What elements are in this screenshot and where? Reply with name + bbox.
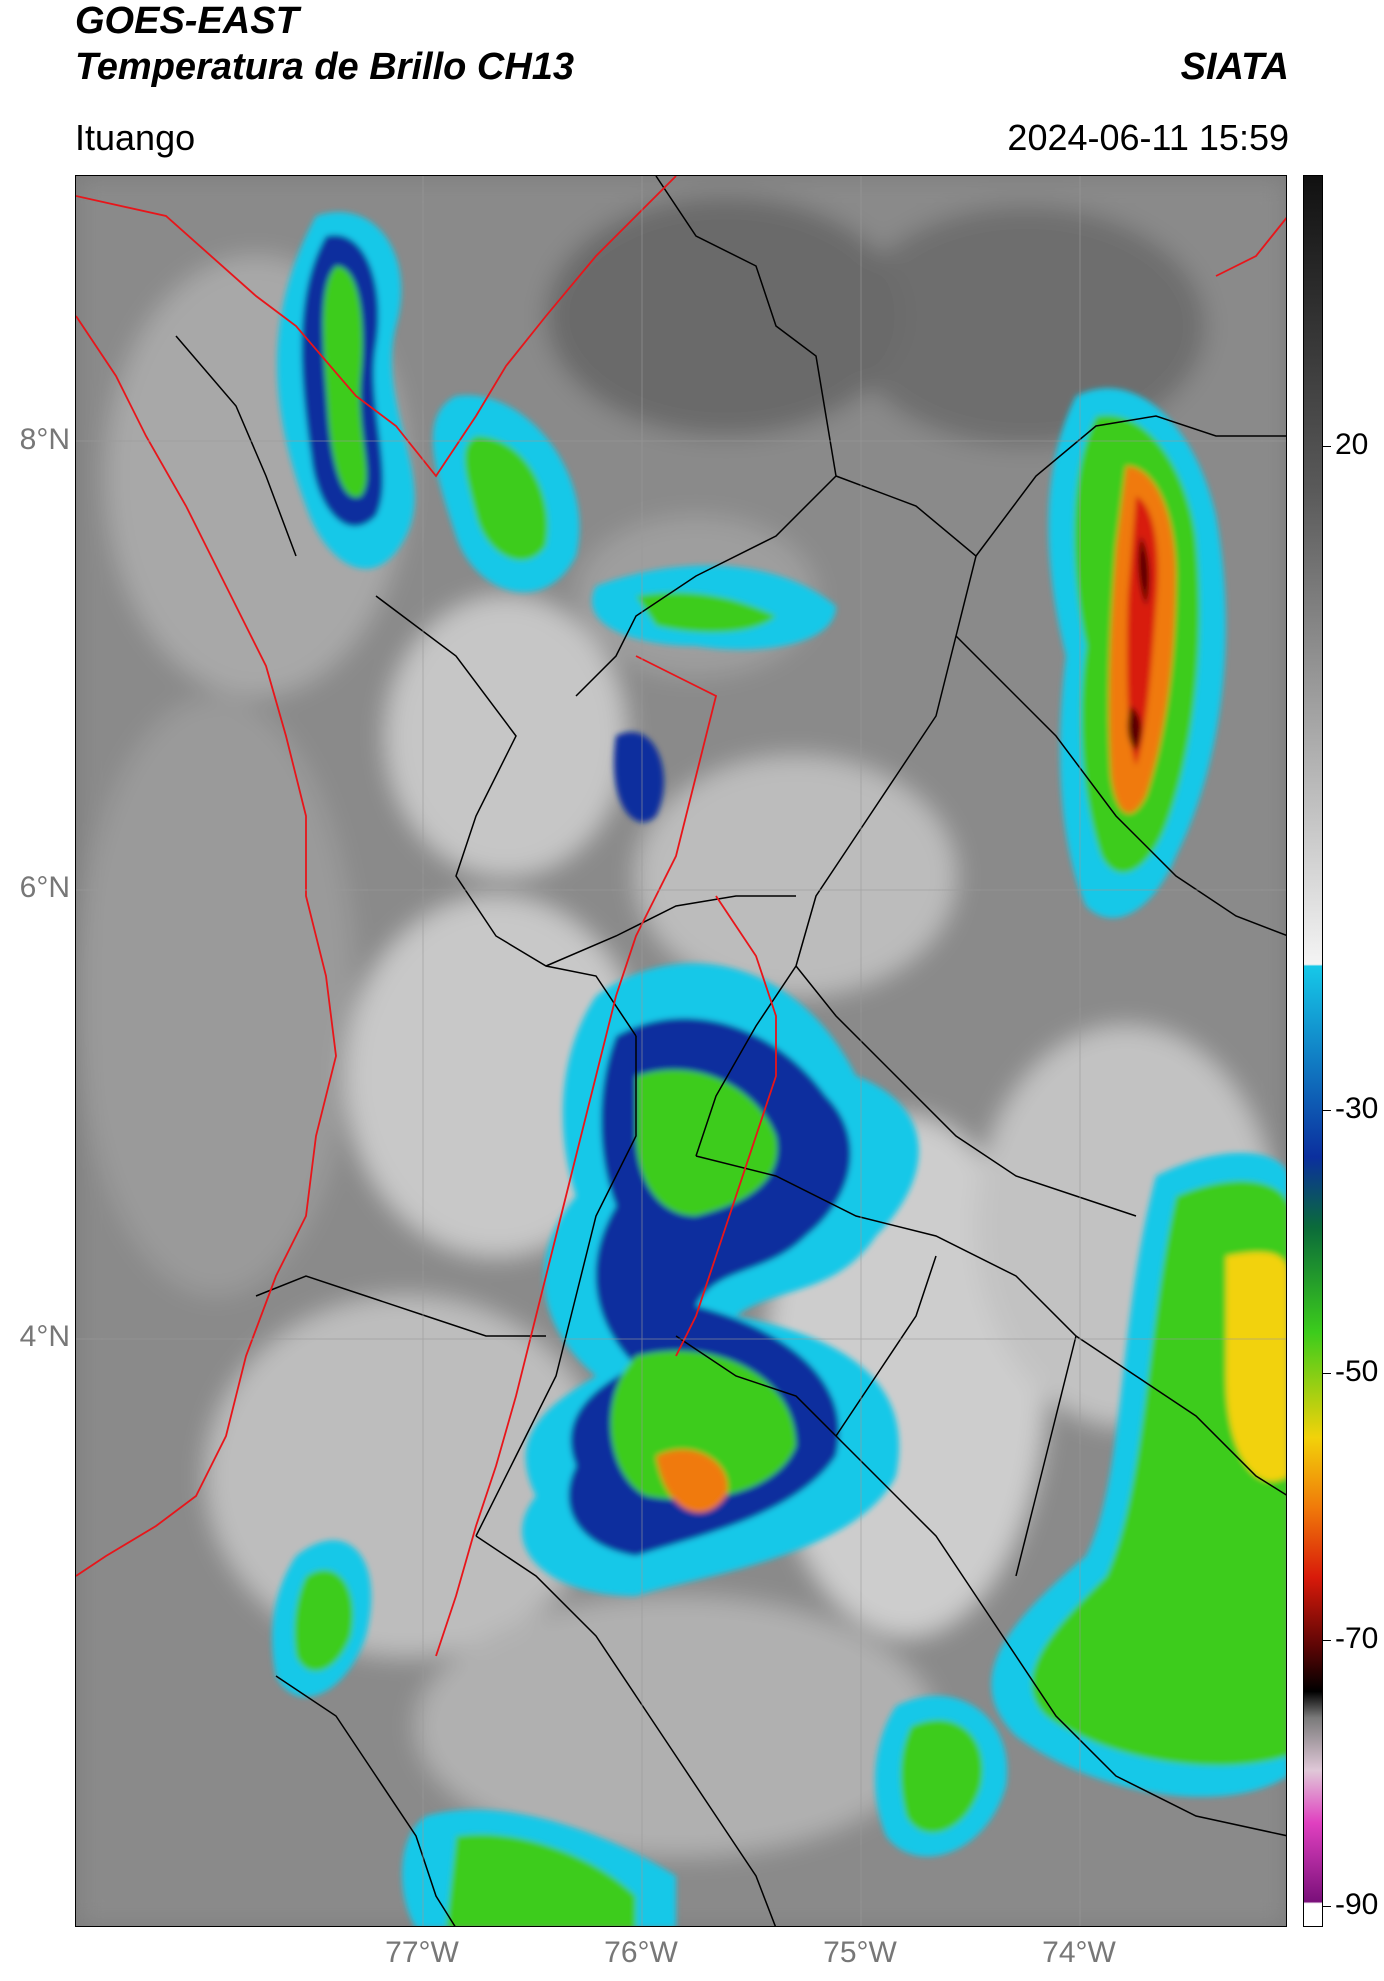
colorbar-label-20: 20 — [1335, 428, 1369, 461]
lon-label-74w: 74°W — [1042, 1936, 1116, 1969]
graticule — [76, 176, 1286, 1926]
satellite-map[interactable] — [75, 175, 1287, 1927]
colorbar-label-neg70: -70 — [1335, 1622, 1379, 1655]
colorbar-tick — [1323, 1640, 1331, 1641]
colorbar — [1303, 175, 1323, 1927]
colorbar-label-neg30: -30 — [1335, 1092, 1379, 1125]
country-border — [76, 176, 1286, 1657]
colorbar-tick — [1323, 446, 1331, 447]
cold-cloud-tops — [272, 212, 1286, 1926]
satellite-title: GOES-EAST — [75, 0, 299, 42]
map-canvas — [76, 176, 1286, 1926]
timestamp-label: 2024-06-11 15:59 — [1007, 117, 1289, 158]
lon-label-77w: 77°W — [385, 1936, 459, 1969]
colorbar-tick — [1323, 1110, 1331, 1111]
lat-label-6n: 6°N — [19, 871, 70, 904]
colorbar-tick — [1323, 1906, 1331, 1907]
product-title: Temperatura de Brillo CH13 — [75, 46, 575, 88]
colorbar-tick — [1323, 1373, 1331, 1374]
lat-label-8n: 8°N — [19, 423, 70, 456]
colorbar-label-neg50: -50 — [1335, 1355, 1379, 1388]
location-label: Ituango — [75, 117, 196, 158]
lon-label-75w: 75°W — [823, 1936, 897, 1969]
agency-label: SIATA — [1180, 46, 1289, 88]
lat-label-4n: 4°N — [19, 1320, 70, 1353]
lon-label-76w: 76°W — [604, 1936, 678, 1969]
colorbar-label-neg90: -90 — [1335, 1888, 1379, 1921]
